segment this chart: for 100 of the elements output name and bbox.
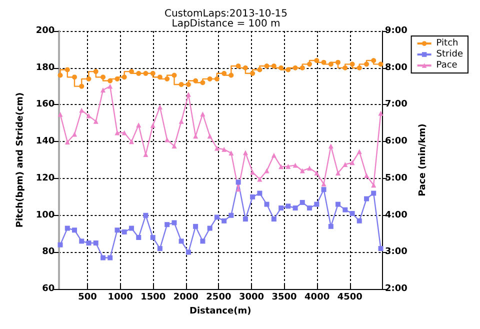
point bbox=[193, 224, 198, 229]
point bbox=[300, 168, 305, 174]
point bbox=[164, 137, 170, 142]
point bbox=[58, 242, 63, 248]
point bbox=[157, 104, 162, 110]
point bbox=[222, 70, 227, 76]
point bbox=[356, 149, 362, 154]
y-tick-label: 80 bbox=[42, 247, 55, 258]
point bbox=[157, 74, 162, 80]
point bbox=[100, 74, 106, 80]
point bbox=[250, 70, 256, 76]
x-tick-label: 1500 bbox=[140, 292, 166, 303]
point bbox=[307, 62, 312, 67]
point bbox=[114, 130, 120, 136]
point bbox=[342, 65, 348, 70]
point bbox=[193, 78, 198, 84]
point bbox=[136, 122, 142, 128]
x-tick-label: 1000 bbox=[108, 292, 133, 303]
point bbox=[242, 150, 248, 156]
point bbox=[350, 62, 355, 67]
point bbox=[378, 246, 384, 252]
point bbox=[236, 180, 241, 185]
point bbox=[292, 65, 298, 70]
point bbox=[200, 111, 206, 116]
point bbox=[328, 224, 334, 229]
point bbox=[108, 255, 113, 260]
point bbox=[278, 164, 284, 170]
point bbox=[300, 200, 305, 205]
point bbox=[378, 62, 384, 67]
point bbox=[364, 62, 370, 67]
point bbox=[257, 190, 262, 196]
point bbox=[314, 202, 320, 207]
x-tick-label: 2000 bbox=[173, 292, 198, 303]
x-tick-label: 4500 bbox=[337, 292, 362, 303]
point bbox=[150, 70, 156, 76]
point bbox=[108, 84, 113, 89]
y-tick-label: 140 bbox=[36, 136, 55, 147]
legend-label: Stride bbox=[436, 50, 464, 60]
point bbox=[292, 205, 298, 210]
point bbox=[350, 211, 355, 216]
x-tick-label: 500 bbox=[78, 292, 97, 303]
point bbox=[222, 146, 227, 152]
point bbox=[342, 207, 348, 212]
point bbox=[321, 182, 326, 187]
point bbox=[371, 58, 376, 63]
point bbox=[242, 65, 248, 70]
point bbox=[122, 229, 127, 234]
point bbox=[378, 110, 384, 116]
y2-tick-label: 8:00 bbox=[385, 62, 408, 73]
point bbox=[200, 238, 206, 244]
point bbox=[257, 67, 262, 72]
point bbox=[157, 246, 162, 252]
x-tick-label: 4000 bbox=[304, 292, 330, 303]
point bbox=[321, 60, 326, 65]
point bbox=[72, 228, 77, 233]
point bbox=[86, 240, 92, 246]
point bbox=[264, 168, 270, 174]
point bbox=[300, 65, 305, 70]
point bbox=[136, 234, 142, 240]
point bbox=[207, 226, 212, 231]
point bbox=[242, 216, 248, 222]
point bbox=[214, 214, 220, 220]
point bbox=[271, 64, 276, 69]
point bbox=[150, 122, 156, 128]
point bbox=[86, 76, 92, 82]
point bbox=[314, 170, 320, 176]
point bbox=[236, 64, 241, 69]
point bbox=[64, 226, 70, 231]
point bbox=[264, 64, 270, 69]
point bbox=[335, 202, 340, 207]
point bbox=[371, 182, 376, 188]
point bbox=[86, 113, 92, 118]
point bbox=[222, 218, 227, 224]
point bbox=[172, 144, 177, 149]
point bbox=[72, 74, 77, 80]
point bbox=[178, 82, 184, 87]
point bbox=[278, 65, 284, 70]
point bbox=[250, 194, 256, 200]
point bbox=[108, 78, 113, 84]
point bbox=[328, 62, 334, 67]
point bbox=[356, 65, 362, 70]
point bbox=[264, 202, 270, 207]
y2-tick-label: 9:00 bbox=[385, 26, 408, 36]
point bbox=[214, 146, 220, 151]
point bbox=[100, 255, 106, 260]
point bbox=[122, 74, 127, 80]
point bbox=[286, 67, 291, 72]
point bbox=[143, 212, 148, 218]
x-tick-label: 3500 bbox=[272, 292, 297, 303]
point bbox=[93, 118, 98, 124]
point bbox=[114, 228, 120, 233]
point bbox=[307, 205, 312, 210]
point bbox=[350, 160, 355, 166]
point bbox=[150, 234, 156, 240]
y2-tick-label: 7:00 bbox=[385, 100, 408, 110]
point bbox=[143, 70, 148, 76]
point bbox=[207, 134, 212, 139]
point bbox=[335, 170, 340, 176]
point bbox=[100, 87, 106, 92]
point bbox=[328, 144, 334, 149]
